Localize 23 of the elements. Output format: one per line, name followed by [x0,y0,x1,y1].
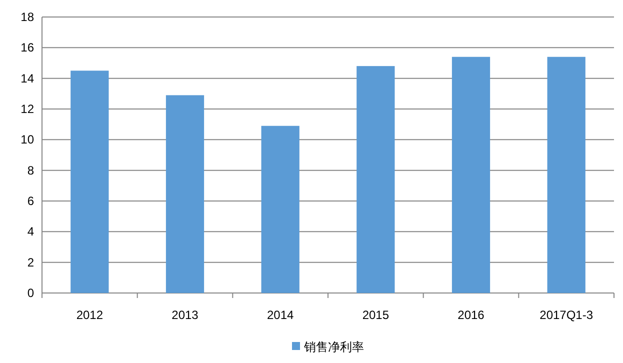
bar [547,56,586,293]
bar [356,66,395,293]
y-tick-label: 6 [27,194,34,208]
legend-label: 销售净利率 [303,340,364,354]
x-tick-label: 2012 [76,308,104,322]
x-tick-label: 2013 [172,308,199,322]
x-tick-label: 2015 [362,308,390,322]
bar [452,56,490,293]
bar [166,95,204,293]
y-tick-label: 18 [20,10,34,24]
bar [70,70,109,293]
y-tick-label: 8 [27,163,34,178]
y-tick-label: 0 [27,286,34,300]
y-tick-label: 4 [27,224,34,239]
x-tick-label: 2016 [458,308,485,322]
y-tick-label: 14 [20,71,34,86]
y-tick-label: 12 [20,102,34,116]
x-tick-label: 2017Q1-3 [540,308,594,322]
bar [261,126,300,293]
y-tick-label: 2 [27,255,34,270]
y-tick-label: 10 [20,132,34,147]
x-tick-label: 2014 [266,308,294,322]
y-tick-label: 16 [20,40,34,55]
